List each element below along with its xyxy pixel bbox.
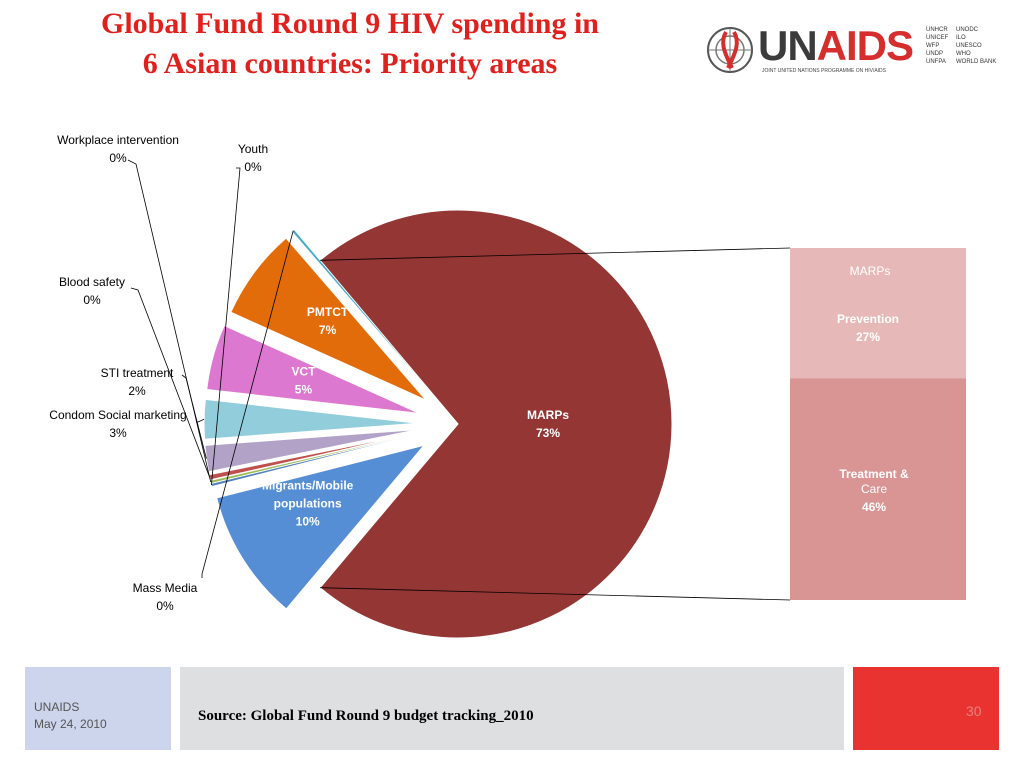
leader-line-sti-treatment [181,374,207,459]
page-number: 30 [966,703,982,719]
breakdown-segment-prevention [790,248,966,379]
cosponsors-column-2: UNODC ILO UNESCO WHO WORLD BANK [956,27,997,65]
unaids-wordmark: UNAIDS [758,22,914,70]
leader-line-condom-social-marketing [196,418,205,423]
outer-value-mass-media: 0% [156,599,174,613]
outer-value-sti-treatment: 2% [128,384,146,398]
slice-label-marps: MARPs [527,408,569,422]
outer-value-blood-safety: 0% [83,293,101,307]
slide-title: Global Fund Round 9 HIV spending in 6 As… [40,4,660,84]
leader-line-youth [211,167,241,486]
slide-title-line-1: Global Fund Round 9 HIV spending in [100,7,599,40]
pie-slice-pmtct [230,237,427,401]
slice-value-migrants: 10% [296,515,320,529]
slice-label-migrants-line-1: Migrants/Mobile [262,479,354,493]
footer-left-panel [25,667,171,750]
slice-label-vct: VCT [291,364,316,378]
leader-line-blood-safety [130,287,211,478]
footer-right-panel [853,667,999,750]
pie-chart: MARPs Prevention 27% Treatment &Care 46% MARP… [49,133,966,639]
slice-value-vct: 5% [295,382,313,396]
breakdown-segment-treatment-care [790,378,966,600]
breakdown-value-treatment-care: 46% [862,500,886,514]
unaids-subtitle: JOINT UNITED NATIONS PROGRAMME ON HIV/AI… [762,68,886,74]
breakdown-connector-top [320,247,791,261]
breakdown-title: MARPs [850,264,891,278]
slice-value-pmtct: 7% [319,323,337,337]
footer-middle-panel [180,667,844,750]
breakdown-value-prevention: 27% [856,330,880,344]
leader-line-workplace-intervention [127,159,212,483]
pie-slice-vct [206,324,420,414]
outer-value-condom-social-marketing: 3% [109,426,127,440]
pie-slice-marps [319,209,673,639]
outer-label-blood-safety: Blood safety [59,275,125,289]
outer-label-sti-treatment: STI treatment [101,366,174,380]
outer-label-mass-media: Mass Media [133,581,198,595]
breakdown-label-prevention: Prevention [837,312,899,326]
slide-title-line-2: 6 Asian countries: Priority areas [142,47,558,80]
wordmark-un: UN [758,22,818,69]
outer-label-condom-social-marketing: Condom Social marketing [49,408,186,422]
footer-organization: UNAIDS [34,700,80,714]
slice-label-pmtct: PMTCT [307,305,349,319]
pie-slice-migrants-mobile-populations [216,444,426,610]
breakdown-label-treatment-line-1: Treatment & [839,467,909,481]
outer-label-workplace-intervention: Workplace intervention [57,133,179,147]
wordmark-aids: AIDS [816,22,914,69]
outer-value-youth: 0% [244,160,262,174]
footer-source: Source: Global Fund Round 9 budget track… [198,708,534,724]
cosponsors-column-1: UNHCR UNICEF WFP UNDP UNFPA [926,27,949,65]
breakdown-connector-bottom [320,587,791,601]
outer-label-youth: Youth [238,142,268,156]
breakdown-label-treatment-line-2: Care [861,482,887,496]
unaids-logo: UNAIDS JOINT UNITED NATIONS PROGRAMME ON… [700,20,1000,80]
un-emblem-icon [707,27,753,73]
outer-value-workplace-intervention: 0% [109,151,127,165]
leader-line-mass-media [201,230,294,578]
slice-value-marps: 73% [536,426,560,440]
footer-date: May 24, 2010 [34,717,107,731]
slice-label-migrants-line-2: populations [274,497,342,511]
